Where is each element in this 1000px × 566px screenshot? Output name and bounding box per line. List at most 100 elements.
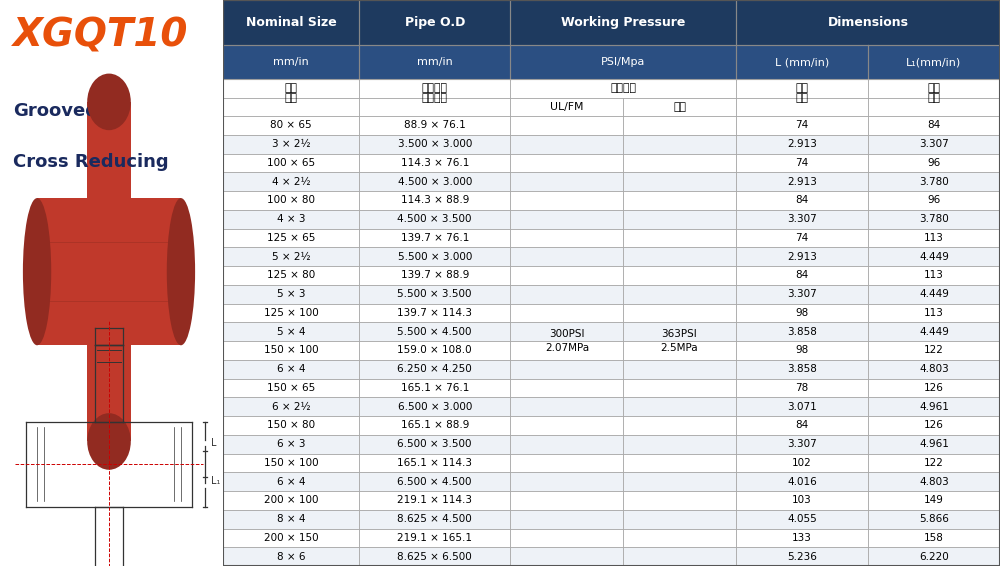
- Bar: [623, 360, 736, 379]
- Bar: [359, 303, 510, 322]
- Text: 2.913: 2.913: [787, 252, 817, 261]
- Bar: [510, 210, 623, 229]
- Bar: [510, 0, 736, 45]
- Bar: [868, 116, 1000, 135]
- Bar: [736, 529, 868, 547]
- Text: 规格: 规格: [284, 83, 297, 93]
- Bar: [223, 529, 359, 547]
- Bar: [359, 210, 510, 229]
- Bar: [736, 0, 1000, 45]
- Text: mm/in: mm/in: [417, 57, 453, 67]
- Bar: [223, 153, 359, 172]
- Bar: [623, 491, 736, 510]
- Bar: [359, 472, 510, 491]
- Bar: [359, 529, 510, 547]
- Bar: [736, 510, 868, 529]
- Bar: [736, 153, 868, 172]
- Bar: [736, 303, 868, 322]
- Bar: [623, 341, 736, 360]
- Text: 3.307: 3.307: [919, 139, 949, 149]
- Text: 4.449: 4.449: [919, 289, 949, 299]
- Bar: [736, 322, 868, 341]
- Text: Working Pressure: Working Pressure: [561, 16, 685, 29]
- Text: L: L: [211, 438, 217, 448]
- Text: 125 × 100: 125 × 100: [264, 308, 318, 318]
- Text: 4.803: 4.803: [919, 477, 949, 487]
- Text: 300PSI
2.07MPa: 300PSI 2.07MPa: [545, 329, 589, 353]
- Text: 4.803: 4.803: [919, 364, 949, 374]
- Text: UL/FM: UL/FM: [550, 102, 584, 112]
- Bar: [223, 453, 359, 472]
- Text: 125 × 80: 125 × 80: [267, 271, 315, 280]
- Bar: [359, 97, 510, 116]
- Bar: [510, 247, 623, 266]
- Bar: [736, 210, 868, 229]
- Bar: [868, 529, 1000, 547]
- Text: 150 × 65: 150 × 65: [267, 383, 315, 393]
- Bar: [623, 547, 736, 566]
- Bar: [623, 135, 736, 153]
- Text: 4.016: 4.016: [787, 477, 817, 487]
- Bar: [736, 45, 868, 79]
- Bar: [223, 341, 359, 360]
- Text: 165.1 × 114.3: 165.1 × 114.3: [397, 458, 472, 468]
- Text: 5 × 4: 5 × 4: [277, 327, 305, 337]
- Bar: [223, 322, 359, 341]
- Bar: [223, 303, 359, 322]
- Bar: [736, 135, 868, 153]
- Text: 126: 126: [924, 383, 944, 393]
- Bar: [736, 453, 868, 472]
- Text: 6.500 × 3.000: 6.500 × 3.000: [398, 402, 472, 411]
- Bar: [868, 360, 1000, 379]
- Bar: [868, 322, 1000, 341]
- Bar: [223, 229, 359, 247]
- Text: 8 × 6: 8 × 6: [277, 552, 305, 561]
- Bar: [623, 285, 736, 303]
- Bar: [359, 435, 510, 453]
- Text: 4.449: 4.449: [919, 327, 949, 337]
- Text: Pipe O.D: Pipe O.D: [405, 16, 465, 29]
- Text: 100 × 80: 100 × 80: [267, 195, 315, 205]
- Text: 8.625 × 6.500: 8.625 × 6.500: [397, 552, 472, 561]
- Bar: [868, 266, 1000, 285]
- Bar: [359, 379, 510, 397]
- Bar: [223, 191, 359, 210]
- Bar: [510, 285, 623, 303]
- Text: 114.3 × 76.1: 114.3 × 76.1: [401, 158, 469, 168]
- Bar: [736, 547, 868, 566]
- Bar: [359, 116, 510, 135]
- Bar: [510, 416, 623, 435]
- Bar: [223, 210, 359, 229]
- FancyBboxPatch shape: [81, 198, 137, 345]
- Text: 6 × 4: 6 × 4: [277, 477, 305, 487]
- Ellipse shape: [87, 74, 131, 130]
- Bar: [510, 435, 623, 453]
- Text: 158: 158: [924, 533, 944, 543]
- Bar: [359, 79, 510, 97]
- Bar: [510, 491, 623, 510]
- Text: 363PSI
2.5MPa: 363PSI 2.5MPa: [661, 329, 698, 353]
- Bar: [868, 45, 1000, 79]
- FancyBboxPatch shape: [87, 102, 131, 441]
- Text: 5.236: 5.236: [787, 552, 817, 561]
- Text: 尺寸: 尺寸: [927, 93, 940, 102]
- Bar: [623, 210, 736, 229]
- Bar: [510, 397, 623, 416]
- Text: 74: 74: [795, 158, 808, 168]
- Bar: [359, 453, 510, 472]
- Bar: [510, 153, 623, 172]
- Bar: [736, 341, 868, 360]
- Bar: [223, 116, 359, 135]
- Text: 6.500 × 3.500: 6.500 × 3.500: [397, 439, 472, 449]
- Bar: [510, 135, 623, 153]
- Text: 114.3 × 88.9: 114.3 × 88.9: [401, 195, 469, 205]
- Text: 200 × 100: 200 × 100: [264, 495, 318, 505]
- Text: 80 × 65: 80 × 65: [270, 121, 312, 130]
- Text: 6.500 × 4.500: 6.500 × 4.500: [397, 477, 472, 487]
- Text: 159.0 × 108.0: 159.0 × 108.0: [397, 345, 472, 355]
- Bar: [868, 397, 1000, 416]
- Bar: [223, 247, 359, 266]
- Text: PSI/Mpa: PSI/Mpa: [601, 57, 645, 67]
- Text: 103: 103: [792, 495, 812, 505]
- Bar: [510, 529, 623, 547]
